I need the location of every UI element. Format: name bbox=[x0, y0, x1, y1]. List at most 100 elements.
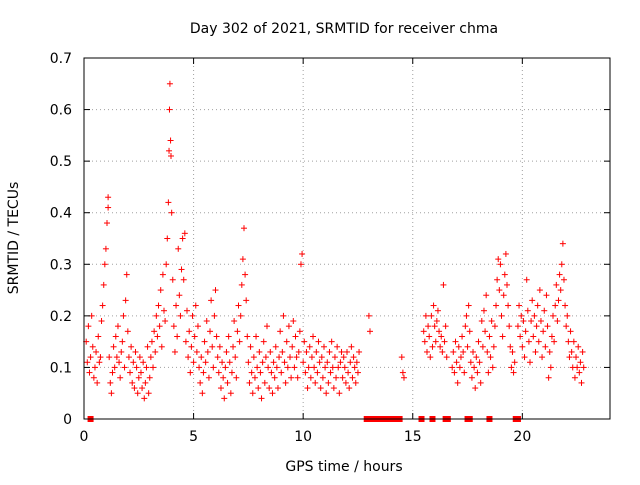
data-point bbox=[510, 369, 517, 376]
data-point bbox=[130, 359, 137, 366]
data-point bbox=[556, 271, 563, 278]
data-point bbox=[110, 343, 117, 350]
data-point bbox=[483, 292, 490, 299]
data-point bbox=[272, 343, 279, 350]
data-point bbox=[427, 354, 434, 361]
data-point bbox=[141, 395, 148, 402]
data-point bbox=[341, 364, 348, 371]
data-point bbox=[216, 343, 223, 350]
data-point bbox=[166, 80, 173, 87]
data-point bbox=[497, 261, 504, 268]
data-point bbox=[335, 364, 342, 371]
data-point bbox=[98, 318, 105, 325]
data-point bbox=[261, 379, 268, 386]
data-point bbox=[197, 379, 204, 386]
data-point bbox=[399, 369, 406, 376]
data-point bbox=[159, 271, 166, 278]
data-point bbox=[214, 354, 221, 361]
data-point bbox=[533, 323, 540, 330]
data-point bbox=[480, 307, 487, 314]
data-point bbox=[267, 348, 274, 355]
data-point bbox=[215, 369, 222, 376]
data-point bbox=[498, 312, 505, 319]
data-point bbox=[266, 385, 273, 392]
data-point bbox=[473, 354, 480, 361]
data-point bbox=[455, 343, 462, 350]
data-point bbox=[217, 385, 224, 392]
data-point bbox=[464, 343, 471, 350]
data-point bbox=[300, 359, 307, 366]
data-point bbox=[189, 312, 196, 319]
data-point bbox=[163, 261, 170, 268]
data-point bbox=[491, 323, 498, 330]
data-point bbox=[546, 348, 553, 355]
data-point bbox=[456, 364, 463, 371]
data-point bbox=[290, 318, 297, 325]
data-point bbox=[171, 348, 178, 355]
data-point bbox=[330, 385, 337, 392]
data-point bbox=[429, 343, 436, 350]
y-axis-label: SRMTID / TECUs bbox=[6, 182, 22, 295]
data-point bbox=[400, 374, 407, 381]
data-point bbox=[232, 354, 239, 361]
data-point bbox=[107, 379, 114, 386]
data-point bbox=[457, 354, 464, 361]
data-point bbox=[295, 348, 302, 355]
data-point bbox=[258, 395, 265, 402]
y-tick-label: 0 bbox=[63, 412, 72, 428]
data-point bbox=[299, 250, 306, 257]
data-point bbox=[257, 369, 264, 376]
data-point bbox=[440, 281, 447, 288]
data-point bbox=[201, 338, 208, 345]
data-point bbox=[314, 369, 321, 376]
data-point bbox=[120, 312, 127, 319]
data-point bbox=[579, 348, 586, 355]
data-point bbox=[291, 364, 298, 371]
x-axis-label: GPS time / hours bbox=[285, 459, 402, 475]
data-point bbox=[118, 348, 125, 355]
data-point bbox=[116, 359, 123, 366]
data-point bbox=[336, 390, 343, 397]
data-point bbox=[460, 348, 467, 355]
data-point bbox=[264, 323, 271, 330]
data-point bbox=[117, 374, 124, 381]
data-point bbox=[294, 374, 301, 381]
data-point bbox=[495, 256, 502, 263]
data-point bbox=[243, 297, 250, 304]
data-point bbox=[269, 390, 276, 397]
data-point bbox=[539, 354, 546, 361]
data-point bbox=[345, 369, 352, 376]
data-point bbox=[348, 343, 355, 350]
data-point bbox=[123, 271, 130, 278]
data-point bbox=[109, 369, 116, 376]
data-point bbox=[156, 323, 163, 330]
data-point bbox=[522, 328, 529, 335]
data-point bbox=[524, 307, 531, 314]
data-point bbox=[193, 348, 200, 355]
data-point bbox=[151, 328, 158, 335]
data-point bbox=[134, 390, 141, 397]
data-point bbox=[147, 354, 154, 361]
data-point bbox=[91, 364, 98, 371]
data-point bbox=[570, 338, 577, 345]
data-point bbox=[576, 369, 583, 376]
data-point bbox=[94, 379, 101, 386]
data-point bbox=[566, 354, 573, 361]
data-point bbox=[283, 338, 290, 345]
data-point bbox=[550, 312, 557, 319]
data-point bbox=[228, 369, 235, 376]
data-point bbox=[479, 343, 486, 350]
data-point bbox=[568, 348, 575, 355]
data-point bbox=[119, 338, 126, 345]
data-point bbox=[459, 333, 466, 340]
data-point bbox=[202, 359, 209, 366]
data-point bbox=[449, 364, 456, 371]
data-point bbox=[137, 369, 144, 376]
data-point bbox=[367, 328, 374, 335]
data-point bbox=[164, 235, 171, 242]
data-point bbox=[349, 374, 356, 381]
data-point bbox=[555, 297, 562, 304]
x-tick-label: 0 bbox=[80, 429, 89, 445]
data-point bbox=[270, 359, 277, 366]
data-point bbox=[190, 359, 197, 366]
